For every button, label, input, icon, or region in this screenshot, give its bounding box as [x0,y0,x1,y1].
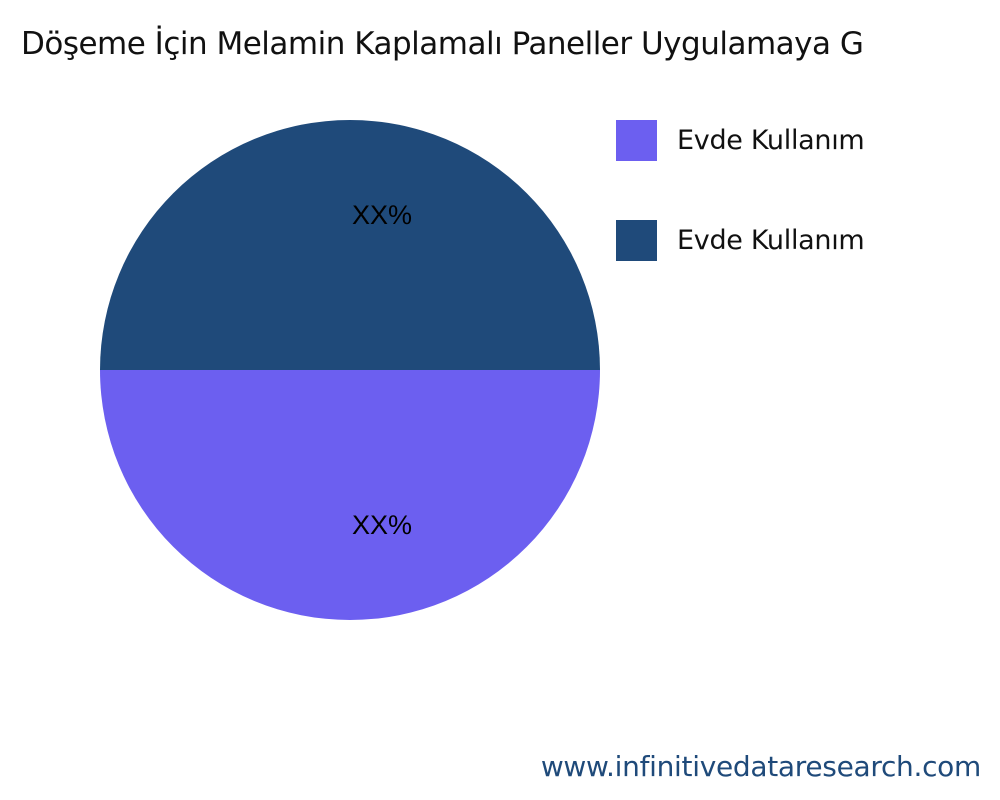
legend-label: Evde Kullanım [677,225,865,256]
legend-swatch [616,120,657,161]
slice-label: XX% [352,200,412,230]
pie-slice [100,120,600,370]
legend-item: Evde Kullanım [616,120,865,161]
watermark-link[interactable]: www.infinitivedataresearch.com [540,750,981,783]
slice-label: XX% [352,510,412,540]
chart-title: Döşeme İçin Melamin Kaplamalı Paneller U… [21,26,864,62]
pie-slice [100,370,600,620]
legend-item: Evde Kullanım [616,220,865,261]
legend-swatch [616,220,657,261]
legend-label: Evde Kullanım [677,125,865,156]
